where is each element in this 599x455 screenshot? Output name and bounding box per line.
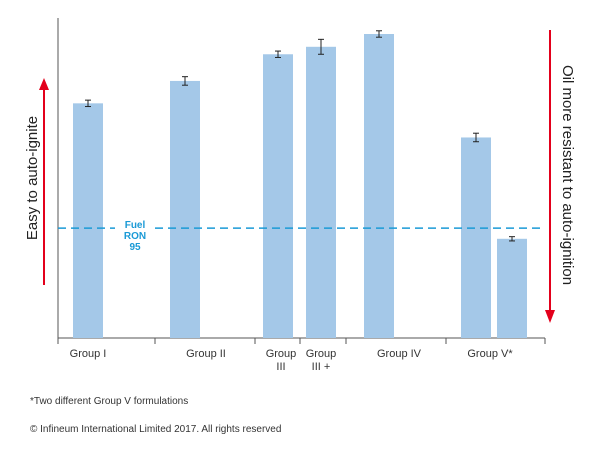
category-label: Group V*: [467, 348, 513, 360]
category-label: Group: [266, 348, 297, 360]
category-label: III: [276, 361, 285, 373]
side-annotations: Easy to auto-ignite Oil more resistant to…: [24, 30, 576, 323]
bar: [263, 54, 293, 339]
bar: [170, 80, 200, 338]
bar: [364, 34, 394, 338]
copyright-notice: © Infineum International Limited 2017. A…: [30, 424, 282, 435]
category-label: Group: [306, 348, 337, 360]
left-annotation-text: Easy to auto-ignite: [24, 116, 41, 240]
reference-line-label: 95: [129, 242, 141, 253]
bar: [497, 238, 527, 338]
category-label: Group I: [70, 348, 107, 360]
reference-line-label: Fuel: [125, 220, 146, 231]
bar: [461, 137, 491, 338]
category-label: Group IV: [377, 348, 422, 360]
right-annotation-text: Oil more resistant to auto-ignition: [559, 65, 576, 285]
chart-bars: [73, 30, 527, 339]
left-arrow-head: [39, 78, 49, 90]
bar: [306, 46, 336, 339]
category-label: III +: [312, 361, 331, 373]
footnote-group-v: *Two different Group V formulations: [30, 396, 189, 407]
bar: [73, 103, 103, 338]
reference-line-label: RON: [124, 231, 146, 242]
right-arrow-head: [545, 310, 555, 323]
category-label: Group II: [186, 348, 226, 360]
